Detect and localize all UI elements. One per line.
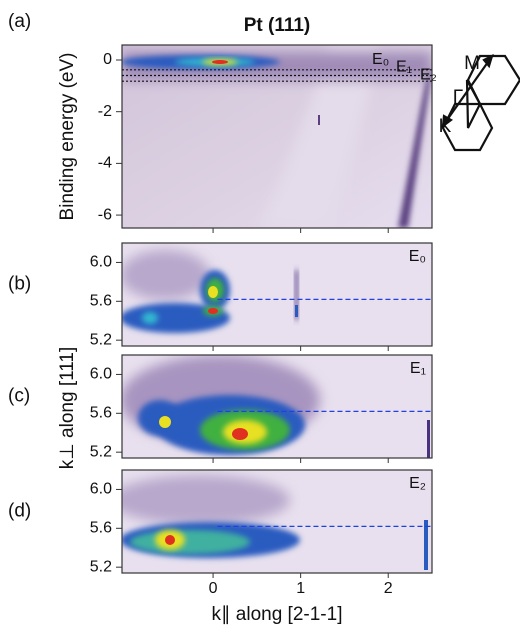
x-tick-label: 2 [384,580,393,597]
cut-label: E₂ [420,66,437,83]
y-tick-label: 5.2 [90,558,112,575]
intensity-map [120,355,432,458]
y-tick-label: -4 [98,155,112,172]
intensity-map [110,470,432,573]
x-tick-label: 1 [296,580,305,597]
figure: M Γ K (a) Pt (111) 0 -2 -4 -6 E₀ E₁ E₂ Binding en… [0,0,520,632]
panel-label: (b) [8,274,31,295]
panel-label: (d) [8,501,31,522]
y-tick-label: 5.6 [90,293,112,310]
y-axis-label: Binding energy (eV) [57,53,78,221]
y-tick-label: -2 [98,103,112,120]
x-axis-label: k∥ along [2-1-1] [212,604,343,625]
chart-title: Pt (111) [244,15,311,36]
y-tick-label: 5.2 [90,331,112,348]
inset-label: Γ [453,87,463,108]
inset-label: K [439,116,452,137]
cut-label: E₀ [372,51,389,68]
intensity-map [120,243,432,346]
panel-label: (a) [8,11,31,32]
y-tick-label: 5.2 [90,443,112,460]
panel-annotation: E₁ [410,360,426,377]
y-tick-label: -6 [98,206,112,223]
inset-label: M [464,53,480,74]
y-tick-label: 0 [103,51,112,68]
intensity-map [120,45,432,228]
x-tick-label: 0 [209,580,218,597]
y-axis-label: k⊥ along [111] [57,347,78,470]
panel-annotation: E₀ [409,248,426,265]
y-tick-label: 5.6 [90,405,112,422]
cut-label: E₁ [396,59,412,76]
panel-label: (c) [8,386,30,407]
y-tick-label: 5.6 [90,520,112,537]
y-tick-label: 6.0 [90,481,112,498]
y-tick-label: 6.0 [90,254,112,271]
y-tick-label: 6.0 [90,366,112,383]
panel-annotation: E₂ [409,475,426,492]
